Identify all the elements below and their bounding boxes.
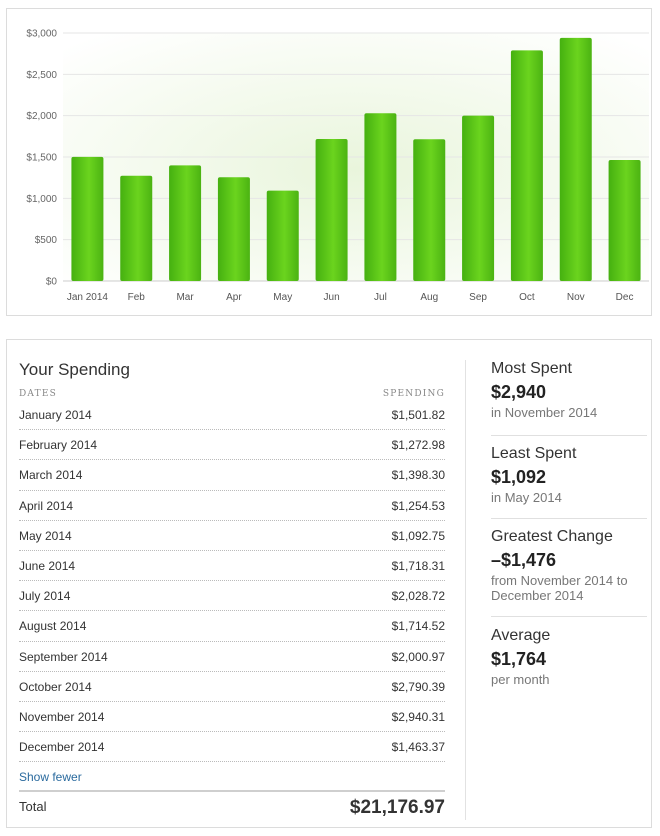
bar-chart-svg: $0 $500 $1,000 $1,500 $2,000 $2,500 $3,000 Jan… [26,29,649,303]
most-spent-stat: Most Spent $2,940 in November 2014 [491,360,647,436]
row-date: July 2014 [19,589,71,604]
least-spent-stat: Least Spent $1,092 in May 2014 [491,445,647,519]
bar-dec[interactable] [608,160,641,281]
bar-oct[interactable] [510,50,543,281]
stat-value: –$1,476 [491,550,557,570]
stat-note: from November 2014 to December 2014 [491,573,628,603]
row-date: April 2014 [19,498,74,513]
spending-column-header: SPENDING [382,389,445,399]
row-amount: $2,000.97 [391,649,445,664]
x-tick-label: Nov [567,292,585,303]
dates-column-header: DATES [19,389,57,399]
total-value: $21,176.97 [349,797,445,818]
row-date: August 2014 [19,619,87,634]
stat-value: $1,092 [491,467,547,487]
row-date: May 2014 [19,528,72,543]
table-row: June 2014 $1,718.31 [19,551,445,582]
stat-label: Greatest Change [491,528,613,545]
show-fewer-link[interactable]: Show fewer [19,770,82,784]
y-tick-label: $3,000 [26,29,57,40]
total-divider [19,790,445,792]
table-row: December 2014 $1,463.37 [19,732,445,763]
bar-sep[interactable] [462,115,495,281]
spending-title: Your Spending [19,360,130,379]
row-amount: $1,463.37 [391,740,445,755]
bar-feb[interactable] [120,175,153,281]
x-tick-label: May [273,292,292,303]
bar-nov[interactable] [559,37,592,281]
stat-label: Most Spent [491,360,572,377]
bar-jan-2014[interactable] [71,156,104,281]
bar-may[interactable] [266,190,299,281]
total-label: Total [19,799,47,814]
row-amount: $1,398.30 [391,468,445,483]
column-divider [465,360,466,820]
y-tick-label: $2,000 [26,111,57,122]
y-tick-label: $1,000 [26,194,57,205]
table-row: March 2014 $1,398.30 [19,460,445,491]
table-row: September 2014 $2,000.97 [19,642,445,672]
x-tick-label: Aug [420,292,438,303]
row-date: January 2014 [19,408,92,422]
y-tick-label: $500 [35,235,58,246]
stat-value: $1,764 [491,649,547,669]
row-date: September 2014 [19,649,108,664]
x-tick-label: Apr [226,292,242,303]
table-row: April 2014 $1,254.53 [19,491,445,521]
x-tick-label: Feb [128,292,146,303]
stat-value: $2,940 [491,382,547,402]
spending-rows: January 2014 $1,501.82 February 2014 $1,… [19,400,445,763]
bar-mar[interactable] [169,165,202,281]
x-tick-label: Jun [324,292,340,303]
x-tick-label: Jul [374,292,387,303]
table-row: November 2014 $2,940.31 [19,702,445,733]
x-tick-label: Dec [616,292,634,303]
row-amount: $2,790.39 [391,679,445,694]
y-tick-label: $1,500 [26,153,57,164]
x-axis-ticks: Jan 2014 Feb Mar Apr May Jun Jul Aug Sep Oct Nov De… [67,292,634,303]
table-row: August 2014 $1,714.52 [19,611,445,642]
bar-jul[interactable] [364,113,397,281]
x-tick-label: Jan 2014 [67,292,109,303]
greatest-change-stat: Greatest Change –$1,476 from November 20… [491,528,647,617]
row-date: June 2014 [19,558,76,573]
stat-note: in May 2014 [491,490,562,505]
row-amount: $1,254.53 [391,498,445,513]
stat-note: per month [491,672,550,687]
row-amount: $1,092.75 [391,528,445,543]
bar-jun[interactable] [315,138,348,281]
monthly-spending-chart: $0 $500 $1,000 $1,500 $2,000 $2,500 $3,000 Jan… [6,8,652,316]
x-tick-label: Mar [176,292,194,303]
stat-label: Least Spent [491,445,577,462]
table-row: January 2014 $1,501.82 [19,400,445,431]
y-axis-ticks: $0 $500 $1,000 $1,500 $2,000 $2,500 $3,000 [26,29,57,288]
bar-aug[interactable] [413,139,446,281]
x-tick-label: Sep [469,292,487,303]
y-tick-label: $2,500 [26,70,57,81]
y-tick-label: $0 [46,277,58,288]
table-row: October 2014 $2,790.39 [19,672,445,702]
row-date: February 2014 [19,438,98,453]
row-amount: $1,272.98 [391,438,445,453]
spending-panel: Your Spending DATES SPENDING January 201… [6,339,652,828]
row-amount: $1,718.31 [391,558,445,573]
table-row: July 2014 $2,028.72 [19,581,445,612]
stat-label: Average [491,627,551,644]
row-amount: $1,714.52 [391,619,445,634]
table-row: February 2014 $1,272.98 [19,430,445,461]
stat-note: in November 2014 [491,405,598,420]
grid-lines [63,32,649,282]
bars [71,37,641,281]
row-amount: $2,028.72 [391,589,445,604]
table-row: May 2014 $1,092.75 [19,521,445,551]
row-amount: $1,501.82 [391,408,445,422]
bar-apr[interactable] [217,177,250,281]
average-stat: Average $1,764 per month [491,627,647,697]
x-tick-label: Oct [519,292,535,303]
row-date: December 2014 [19,740,105,755]
row-date: October 2014 [19,679,92,694]
row-date: March 2014 [19,468,83,483]
row-amount: $2,940.31 [391,709,445,724]
row-date: November 2014 [19,709,105,724]
